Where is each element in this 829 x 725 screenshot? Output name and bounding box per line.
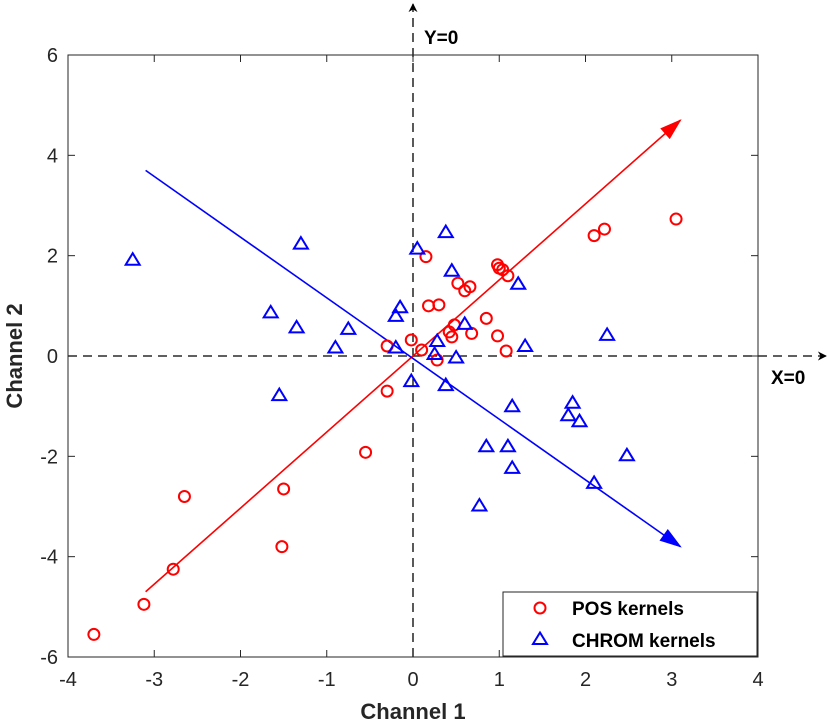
pos-kernel-point xyxy=(277,482,291,496)
direction-vector xyxy=(145,119,681,593)
x-tick-label: 3 xyxy=(666,669,677,691)
direction-vector xyxy=(145,169,681,548)
x-tick-label: -4 xyxy=(59,669,77,691)
legend-marker-chrom xyxy=(531,630,549,645)
pos-kernel-point xyxy=(404,333,418,347)
pos-kernel-point xyxy=(445,330,459,344)
x-tick-label: -3 xyxy=(145,669,163,691)
chrom-kernel-point xyxy=(387,339,405,354)
legend: POS kernels CHROM kernels xyxy=(502,591,758,657)
legend-label-pos: POS kernels xyxy=(572,599,684,620)
y-tick-label: -6 xyxy=(40,647,58,669)
chrom-kernel-point xyxy=(470,497,489,512)
chrom-kernel-point xyxy=(503,459,521,474)
pos-kernel-point xyxy=(499,344,513,358)
x-tick-label: 0 xyxy=(407,669,418,691)
pos-kernel-point xyxy=(501,269,515,283)
pos-kernel-point xyxy=(275,540,289,554)
x-axis-label: Channel 1 xyxy=(360,699,465,724)
chrom-kernel-point xyxy=(443,262,461,277)
pos-kernel-point xyxy=(587,229,601,243)
x-zero-label: X=0 xyxy=(771,368,805,389)
chrom-kernel-point xyxy=(477,437,496,453)
legend-marker-pos xyxy=(533,601,547,615)
chrom-kernel-point xyxy=(123,251,142,266)
chrom-kernel-point xyxy=(428,332,446,347)
reference-lines xyxy=(68,3,827,657)
y-tick-label: -4 xyxy=(40,547,58,569)
chrom-kernel-point xyxy=(287,318,306,334)
plot-frame xyxy=(67,54,759,658)
x-tick-label: -2 xyxy=(232,669,250,691)
pos-kernel-point xyxy=(491,329,505,343)
direction-vector-arrowhead xyxy=(659,528,682,548)
chrom-kernel-point xyxy=(326,339,345,354)
chrom-kernel-point xyxy=(585,474,603,489)
pos-kernel-point xyxy=(479,311,493,325)
pos-kernel-point xyxy=(380,384,394,398)
y-tick-label: -2 xyxy=(40,446,58,468)
chrom-kernel-point xyxy=(270,386,289,402)
pos-kernel-point xyxy=(419,250,433,264)
direction-vector-arrowhead xyxy=(660,119,682,140)
y-tick-label: 0 xyxy=(47,346,58,368)
chrom-kernel-point xyxy=(339,320,358,335)
y-tick-label: 6 xyxy=(47,45,58,67)
chrom-kernel-point xyxy=(570,412,589,428)
x-tick-label: 2 xyxy=(580,669,591,691)
legend-box xyxy=(502,591,758,657)
pos-kernel-point xyxy=(137,597,151,611)
chrom-kernel-point xyxy=(503,397,521,413)
chrom-kernel-point xyxy=(437,223,455,239)
chrom-kernel-point xyxy=(261,303,280,319)
x-tick-label: 1 xyxy=(494,669,505,691)
chrom-kernel-point xyxy=(292,235,310,250)
chrom-kernel-point xyxy=(447,349,465,364)
data-points xyxy=(87,212,683,641)
y-zero-label: Y=0 xyxy=(424,28,458,49)
pos-kernel-point xyxy=(415,343,429,357)
pos-kernel-point xyxy=(669,212,683,226)
chrom-kernel-point xyxy=(499,437,517,453)
pos-kernel-point xyxy=(87,627,101,641)
chrom-kernel-point xyxy=(425,345,444,360)
chrom-kernel-point xyxy=(408,240,427,255)
pos-kernel-point xyxy=(166,562,180,576)
x-tick-label: -1 xyxy=(318,669,336,691)
principal-vectors xyxy=(145,119,682,593)
chrom-kernel-point xyxy=(402,372,421,388)
chrom-kernel-point xyxy=(437,376,455,392)
pos-kernel-point xyxy=(463,280,477,294)
pos-kernel-point xyxy=(177,489,191,503)
pos-kernel-point xyxy=(430,353,444,367)
chrom-kernel-point xyxy=(563,394,582,409)
pos-kernel-point xyxy=(597,222,611,236)
pos-kernel-point xyxy=(432,298,446,312)
chrom-kernel-point xyxy=(618,446,636,462)
legend-label-chrom: CHROM kernels xyxy=(572,631,716,652)
pos-kernel-point xyxy=(451,276,465,290)
y-axis-label: Channel 2 xyxy=(2,303,27,408)
chrom-kernel-point xyxy=(455,315,474,330)
x-tick-label: 4 xyxy=(752,669,763,691)
chrom-kernel-point xyxy=(516,337,534,352)
chrom-kernel-point xyxy=(387,307,405,322)
chrom-kernel-point xyxy=(509,275,527,290)
pos-kernel-point xyxy=(359,445,373,459)
chrom-kernel-point xyxy=(391,298,409,314)
chrom-kernel-point xyxy=(559,406,578,422)
y-tick-label: 4 xyxy=(47,145,58,167)
y-tick-label: 2 xyxy=(47,246,58,268)
chrom-kernel-point xyxy=(598,326,616,341)
